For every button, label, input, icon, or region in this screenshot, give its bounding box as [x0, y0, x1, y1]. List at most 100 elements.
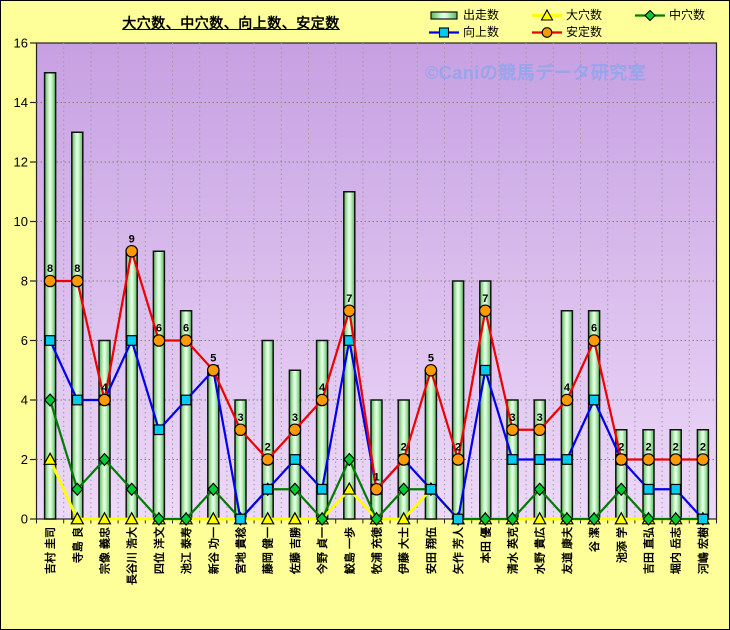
bar	[451, 280, 465, 520]
marker-diamond	[152, 512, 166, 526]
marker-circle	[560, 393, 574, 407]
x-axis-label: 堀内 岳志	[669, 527, 683, 574]
marker-square	[316, 483, 328, 495]
marker-triangle	[206, 511, 221, 525]
marker-square	[452, 513, 464, 525]
marker-circle	[696, 453, 710, 466]
marker-circle	[179, 334, 193, 347]
x-axis-label: 佐藤 吉勝	[288, 526, 302, 575]
x-axis-label: 池添 学	[614, 527, 628, 563]
data-label: 2	[700, 442, 706, 454]
marker-square	[289, 454, 301, 465]
y-axis-label: 12	[14, 155, 28, 170]
marker-circle	[642, 453, 655, 466]
data-label: 6	[156, 323, 162, 335]
legend-label: 中穴数	[669, 8, 706, 22]
y-axis-label: 0	[21, 512, 28, 527]
data-label: 6	[183, 323, 189, 335]
marker-square	[534, 454, 546, 465]
marker-circle	[370, 482, 383, 496]
x-axis-label: 寺島 良	[70, 527, 84, 563]
marker-diamond	[587, 512, 601, 526]
marker-circle	[234, 423, 247, 437]
marker-diamond	[43, 393, 57, 407]
marker-triangle	[124, 511, 139, 525]
bar	[125, 250, 138, 520]
x-axis-label: 吉村 圭司	[43, 527, 57, 574]
marker-square	[262, 483, 274, 495]
marker-triangle	[43, 452, 58, 465]
marker-circle	[506, 423, 519, 437]
x-axis-label: 河嶋 宏樹	[696, 527, 710, 574]
marker-square	[44, 335, 56, 346]
data-label: 7	[346, 293, 352, 305]
data-label: 2	[455, 442, 461, 454]
bar	[288, 369, 302, 520]
legend-item-3: 向上数	[428, 25, 499, 40]
marker-square	[507, 454, 518, 465]
marker-diamond	[615, 482, 628, 497]
x-axis-label: 宗像 義忠	[98, 527, 112, 574]
marker-square	[561, 454, 573, 465]
marker-triangle	[614, 511, 629, 525]
marker-square	[479, 364, 491, 376]
data-label: 8	[74, 263, 80, 275]
marker-diamond	[179, 512, 193, 526]
marker-diamond	[533, 482, 546, 497]
marker-diamond	[288, 482, 302, 497]
x-axis-label: 谷 潔	[587, 527, 601, 552]
marker-triangle	[97, 511, 112, 525]
x-axis-label: 新谷 功一	[206, 527, 220, 574]
legend-label: 大穴数	[566, 8, 603, 22]
data-label: 7	[482, 293, 488, 305]
data-label: 2	[265, 442, 271, 454]
legend-marker-diamond	[635, 9, 665, 22]
marker-diamond	[669, 512, 682, 526]
marker-circle	[614, 453, 628, 466]
data-label: 5	[210, 352, 216, 364]
marker-circle	[125, 244, 138, 258]
marker-diamond	[370, 512, 383, 526]
marker-diamond	[479, 512, 492, 526]
marker-diamond	[560, 512, 574, 526]
legend-label: 向上数	[463, 25, 500, 39]
data-label: 9	[129, 233, 135, 245]
marker-diamond	[315, 512, 329, 526]
marker-circle	[669, 453, 682, 466]
x-axis-label: 藤岡 健一	[261, 527, 275, 574]
bar	[424, 369, 438, 520]
y-axis-label: 4	[21, 393, 28, 408]
marker-triangle	[260, 511, 275, 525]
x-axis-label: 今野 貞一	[315, 527, 329, 575]
y-axis-label: 16	[14, 36, 28, 51]
bar	[71, 131, 84, 520]
data-label: 4	[101, 382, 108, 394]
marker-triangle	[287, 511, 302, 525]
marker-square	[670, 483, 682, 495]
legend-marker-circle	[532, 27, 562, 38]
marker-circle	[342, 304, 356, 318]
marker-circle	[207, 363, 220, 377]
marker-diamond	[642, 512, 655, 526]
y-axis-label: 6	[21, 333, 28, 348]
data-label: 2	[401, 442, 407, 454]
legend-item-0: 出走数	[428, 8, 499, 23]
data-label: 5	[428, 352, 434, 364]
x-axis-label: 吉田 直弘	[642, 527, 656, 574]
legend-marker-square	[429, 27, 459, 38]
marker-square	[153, 424, 165, 436]
marker-square	[697, 513, 709, 525]
data-label: 4	[564, 382, 571, 394]
marker-square	[71, 394, 83, 406]
marker-circle	[451, 453, 465, 466]
y-axis-label: 14	[14, 95, 28, 110]
marker-diamond	[98, 452, 111, 467]
x-axis-label: 池江 泰寿	[179, 527, 193, 574]
marker-diamond	[71, 482, 84, 497]
marker-diamond	[125, 482, 138, 497]
data-label: 3	[237, 412, 243, 424]
y-axis-label: 8	[21, 274, 28, 289]
legend-marker-triangle	[532, 8, 562, 21]
marker-circle	[424, 363, 438, 377]
x-axis-label: 矢作 芳人	[451, 526, 465, 574]
